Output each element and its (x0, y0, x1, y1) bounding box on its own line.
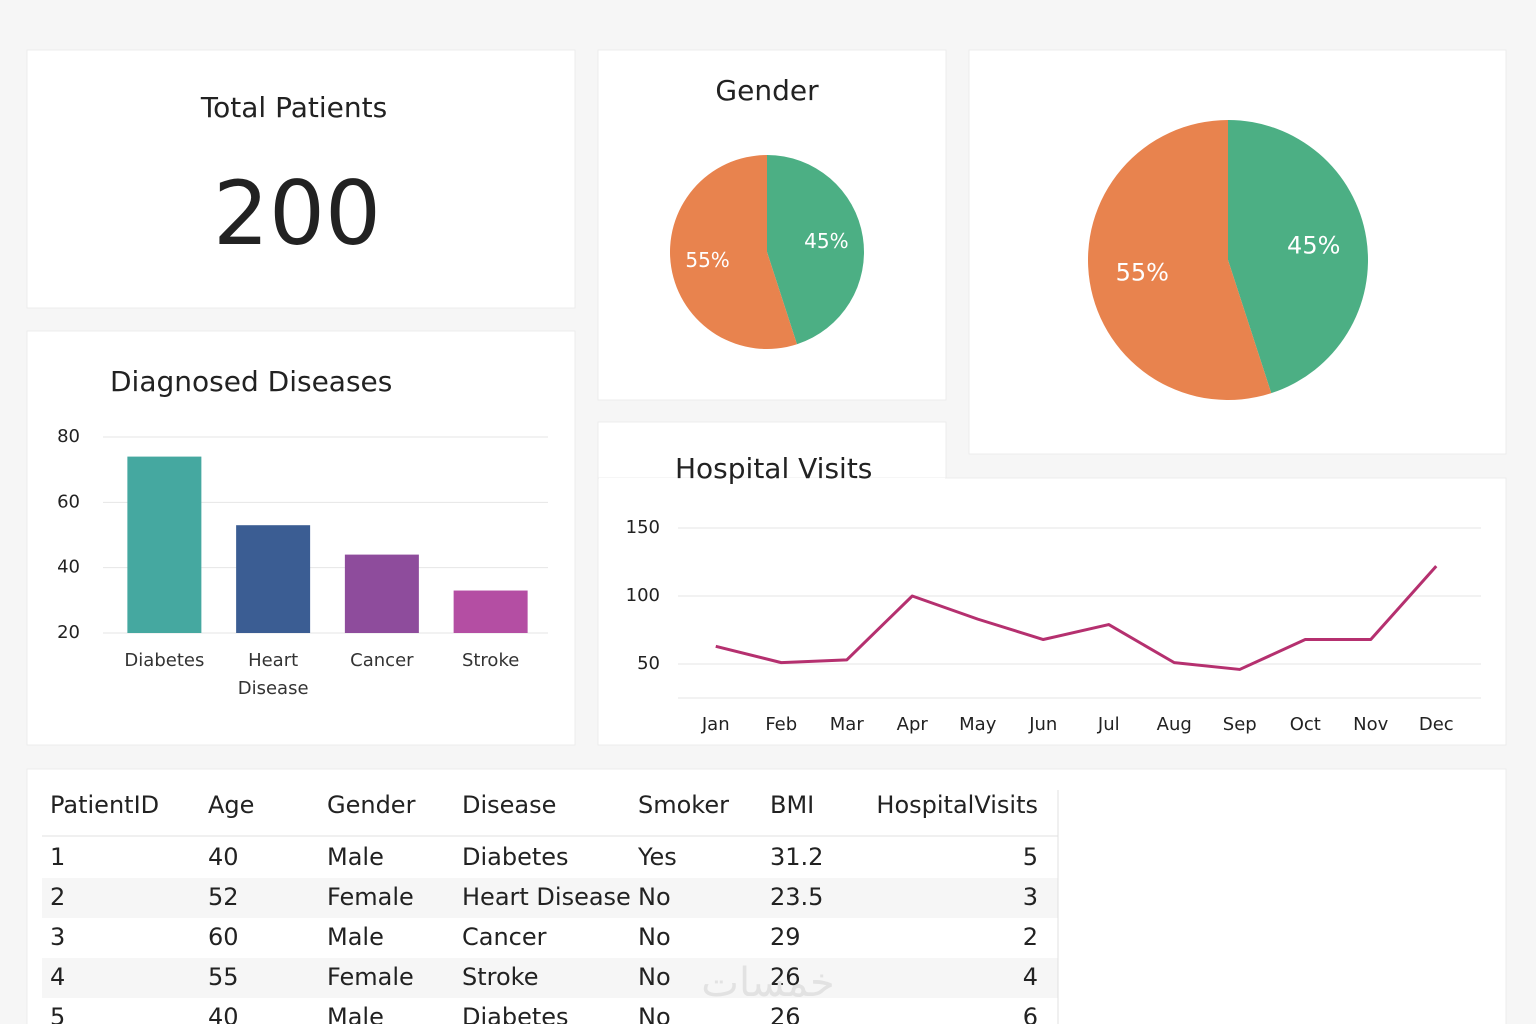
table-cell: 55 (208, 963, 239, 991)
slice-label: 55% (1116, 259, 1169, 287)
x-tick-label: Oct (1290, 714, 1321, 735)
table-cell: Male (327, 923, 384, 951)
card-join (599, 478, 945, 488)
x-tick-label: Diabetes (124, 650, 205, 671)
x-tick-label: Apr (897, 714, 929, 735)
table-cell: Female (327, 883, 414, 911)
table-cell: 60 (208, 923, 239, 951)
table-cell: 4 (50, 963, 65, 991)
x-tick-label: Heart Disease (237, 650, 309, 699)
table-cell: No (638, 963, 671, 991)
y-tick-label: 60 (57, 491, 80, 512)
column-header: Age (208, 791, 254, 819)
table-cell: 26 (770, 1003, 801, 1024)
pie-slice (1228, 120, 1368, 394)
table-cell: 1 (50, 843, 65, 871)
x-tick-label: Sep (1223, 714, 1257, 735)
table-cell: No (638, 923, 671, 951)
y-tick-label: 40 (57, 557, 80, 578)
kpi-title: Total Patients (200, 91, 387, 124)
column-header: BMI (770, 791, 814, 819)
watermark: خمسات (701, 960, 834, 1006)
bar (236, 525, 311, 633)
x-tick-label: May (959, 714, 997, 735)
table-cell: 52 (208, 883, 239, 911)
table-cell: 3 (1023, 883, 1038, 911)
table-cell: 2 (1023, 923, 1038, 951)
x-tick-label: Aug (1157, 714, 1192, 735)
pie-slice (669, 155, 797, 349)
x-tick-label: Nov (1353, 714, 1388, 735)
table-cell: 4 (1023, 963, 1038, 991)
table-cell: Male (327, 843, 384, 871)
bar (453, 590, 528, 633)
table-cell: 5 (50, 1003, 65, 1024)
x-tick-label: Dec (1419, 714, 1454, 735)
pie-slice (1088, 120, 1272, 400)
table-cell: 23.5 (770, 883, 823, 911)
table-cell: Yes (637, 843, 677, 871)
table-cell: Stroke (462, 963, 538, 991)
row-stripe (42, 958, 1058, 998)
table-cell: Male (327, 1003, 384, 1024)
table-cell: 6 (1023, 1003, 1038, 1024)
y-tick-label: 80 (57, 426, 80, 447)
kpi-value: 200 (213, 162, 381, 265)
table-cell: Cancer (462, 923, 547, 951)
table-cell: No (638, 1003, 671, 1024)
table-cell: Diabetes (462, 843, 569, 871)
y-tick-label: 150 (626, 517, 660, 538)
slice-label: 55% (685, 248, 729, 272)
table-cell: No (638, 883, 671, 911)
slice-label: 45% (804, 229, 848, 253)
x-tick-label: Mar (830, 714, 865, 735)
kpi-card (26, 49, 576, 309)
x-tick-label: Jul (1097, 714, 1120, 735)
table-cell: Heart Disease (462, 883, 631, 911)
y-tick-label: 100 (626, 585, 660, 606)
column-header: PatientID (50, 791, 159, 819)
column-header: Smoker (638, 791, 729, 819)
column-header: Disease (462, 791, 556, 819)
chart-title: Hospital Visits (675, 452, 872, 485)
x-tick-label: Cancer (350, 650, 414, 671)
column-header: Gender (327, 791, 416, 819)
line-card (597, 477, 1507, 746)
table-cell: 5 (1023, 843, 1038, 871)
slice-label: 45% (1287, 231, 1340, 259)
line-series (715, 565, 1438, 671)
x-tick-label: Jan (701, 714, 730, 735)
y-tick-label: 50 (637, 653, 660, 674)
bar (344, 554, 419, 633)
table-cell: Female (327, 963, 414, 991)
table-cell: 31.2 (770, 843, 823, 871)
pie-slice (767, 155, 864, 345)
table-cell: 2 (50, 883, 65, 911)
bar (127, 456, 202, 633)
y-tick-label: 20 (57, 622, 80, 643)
column-header: HospitalVisits (876, 791, 1038, 819)
table-cell: 40 (208, 1003, 239, 1024)
table-cell: 3 (50, 923, 65, 951)
table-cell: Diabetes (462, 1003, 569, 1024)
table-cell: 26 (770, 963, 801, 991)
x-tick-label: Stroke (461, 650, 520, 671)
chart-title: Gender (715, 74, 819, 107)
x-tick-label: Feb (765, 714, 797, 735)
x-tick-label: Jun (1028, 714, 1057, 735)
chart-title: Diagnosed Diseases (110, 365, 392, 398)
row-stripe (42, 878, 1058, 918)
table-cell: 29 (770, 923, 801, 951)
table-cell: 40 (208, 843, 239, 871)
